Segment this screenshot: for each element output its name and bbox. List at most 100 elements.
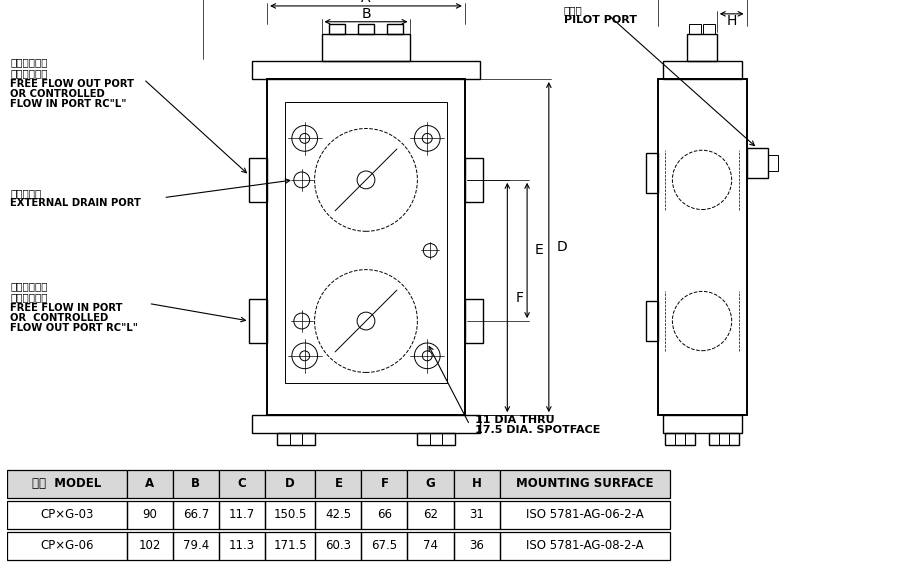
Text: A: A (361, 0, 371, 5)
Bar (500, 500, 670, 529)
Text: CP×G-06: CP×G-06 (40, 539, 94, 552)
Bar (329, 24, 346, 34)
Text: 自由油流出口: 自由油流出口 (10, 292, 48, 303)
Bar (408, 470, 454, 498)
Bar (454, 470, 500, 498)
Text: 42.5: 42.5 (326, 508, 352, 522)
Bar (315, 500, 362, 529)
Text: 型式  MODEL: 型式 MODEL (32, 478, 102, 490)
Bar (7, 470, 127, 498)
Bar (265, 500, 315, 529)
Bar (746, 148, 769, 178)
Text: E: E (535, 243, 544, 258)
Bar (362, 531, 408, 560)
Bar (219, 470, 265, 498)
Bar (362, 470, 408, 498)
Bar (173, 500, 219, 529)
Text: FLOW IN PORT RC"L": FLOW IN PORT RC"L" (10, 99, 127, 109)
Bar (315, 470, 362, 498)
Text: EXTERNAL DRAIN PORT: EXTERNAL DRAIN PORT (10, 198, 141, 207)
Text: ISO 5781-AG-06-2-A: ISO 5781-AG-06-2-A (526, 508, 644, 522)
Text: 90: 90 (142, 508, 157, 522)
Bar (454, 500, 500, 529)
Bar (662, 415, 742, 433)
Bar (7, 500, 127, 529)
Text: 11 DIA THRU: 11 DIA THRU (474, 415, 554, 425)
Bar (265, 470, 315, 498)
Text: C: C (238, 478, 247, 490)
Bar (315, 470, 362, 498)
Bar (173, 531, 219, 560)
Text: E: E (335, 478, 342, 490)
Bar (219, 500, 265, 529)
Text: F: F (515, 291, 523, 304)
Text: 11.3: 11.3 (229, 539, 255, 552)
Bar (285, 102, 447, 382)
Text: ISO 5781-AG-08-2-A: ISO 5781-AG-08-2-A (526, 539, 644, 552)
Text: 引導孔: 引導孔 (563, 5, 582, 15)
Text: A: A (145, 478, 154, 490)
Text: 67.5: 67.5 (372, 539, 398, 552)
Bar (127, 470, 173, 498)
Text: 控制油流入口: 控制油流入口 (10, 68, 48, 78)
Bar (127, 500, 173, 529)
Bar (7, 470, 127, 498)
Bar (454, 470, 500, 498)
Bar (267, 79, 464, 415)
Text: FLOW OUT PORT RC"L": FLOW OUT PORT RC"L" (10, 323, 139, 333)
Bar (500, 531, 670, 560)
Text: 外部洩流口: 外部洩流口 (10, 188, 41, 198)
Text: 66.7: 66.7 (183, 508, 209, 522)
Bar (219, 470, 265, 498)
Text: 11.7: 11.7 (229, 508, 255, 522)
Bar (769, 155, 778, 171)
Bar (688, 34, 717, 62)
Bar (662, 62, 742, 79)
Text: 102: 102 (139, 539, 161, 552)
Bar (252, 415, 480, 433)
Text: F: F (381, 478, 389, 490)
Bar (464, 158, 482, 202)
Text: OR  CONTROLLED: OR CONTROLLED (10, 314, 108, 323)
Text: 62: 62 (423, 508, 438, 522)
Bar (387, 24, 402, 34)
Text: 17.5 DIA. SPOTFACE: 17.5 DIA. SPOTFACE (474, 425, 600, 435)
Bar (408, 500, 454, 529)
Text: 31: 31 (469, 508, 484, 522)
Text: 60.3: 60.3 (326, 539, 351, 552)
Text: 171.5: 171.5 (274, 539, 307, 552)
Bar (7, 531, 127, 560)
Bar (709, 433, 739, 445)
Text: H: H (472, 478, 482, 490)
Bar (265, 470, 315, 498)
Bar (703, 24, 715, 34)
Text: OR CONTROLLED: OR CONTROLLED (10, 89, 105, 99)
Text: MOUNTING SURFACE: MOUNTING SURFACE (516, 478, 653, 490)
Text: CP×G-03: CP×G-03 (40, 508, 94, 522)
Bar (321, 34, 410, 62)
Bar (454, 531, 500, 560)
Text: D: D (557, 240, 568, 254)
Bar (358, 24, 374, 34)
Bar (127, 470, 173, 498)
Text: 79.4: 79.4 (183, 539, 209, 552)
Text: B: B (192, 478, 201, 490)
Text: PILOT PORT: PILOT PORT (563, 15, 636, 25)
Bar (645, 153, 658, 193)
Bar (265, 531, 315, 560)
Bar (315, 531, 362, 560)
Bar (500, 470, 670, 498)
Text: FREE FLOW OUT PORT: FREE FLOW OUT PORT (10, 79, 134, 89)
Bar (658, 79, 746, 415)
Bar (500, 470, 670, 498)
Bar (362, 500, 408, 529)
Bar (418, 433, 454, 445)
Text: H: H (726, 14, 737, 28)
Bar (219, 531, 265, 560)
Bar (464, 299, 482, 343)
Bar (408, 531, 454, 560)
Text: 74: 74 (423, 539, 438, 552)
Text: FREE FLOW IN PORT: FREE FLOW IN PORT (10, 303, 122, 314)
Text: 36: 36 (469, 539, 484, 552)
Text: 自由油流入口: 自由油流入口 (10, 282, 48, 292)
